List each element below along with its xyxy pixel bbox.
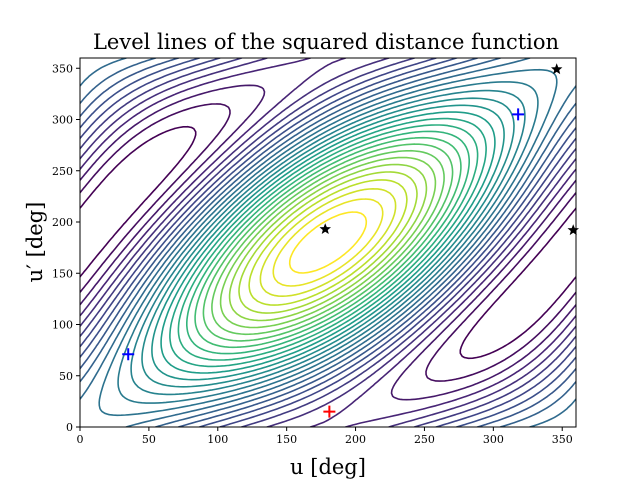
minimum-plus-marker bbox=[122, 348, 135, 361]
contour-level bbox=[228, 163, 428, 322]
y-tick-label: 250 bbox=[52, 165, 73, 178]
maximum-plus-marker bbox=[323, 405, 336, 418]
y-tick-label: 50 bbox=[59, 370, 73, 383]
contour-level bbox=[259, 188, 397, 297]
x-tick-label: 250 bbox=[414, 433, 435, 446]
contour-level bbox=[211, 149, 445, 336]
contour-level bbox=[272, 198, 384, 287]
chart-title: Level lines of the squared distance func… bbox=[93, 30, 559, 54]
x-tick-label: 200 bbox=[345, 433, 366, 446]
plot-frame bbox=[79, 57, 577, 428]
contour-level bbox=[80, 103, 576, 382]
contour-level bbox=[288, 211, 368, 274]
contour-level bbox=[248, 179, 408, 306]
y-tick-label: 350 bbox=[52, 62, 73, 75]
y-tick-label: 150 bbox=[52, 267, 73, 280]
contour-level bbox=[141, 97, 515, 388]
contour-level bbox=[160, 111, 496, 374]
contour-level bbox=[151, 104, 505, 381]
x-tick-label: 100 bbox=[207, 433, 228, 446]
y-tick-label: 0 bbox=[66, 421, 73, 434]
saddle-star-marker bbox=[319, 223, 331, 234]
y-axis-label: u′ [deg] bbox=[23, 202, 47, 283]
contour-level bbox=[80, 58, 576, 427]
y-tick-label: 200 bbox=[52, 216, 73, 229]
contour-level bbox=[177, 124, 479, 361]
saddle-star-marker bbox=[551, 63, 563, 75]
contour-level bbox=[238, 171, 418, 314]
y-tick-label: 300 bbox=[52, 114, 73, 127]
contour-level bbox=[80, 84, 576, 401]
contour-lines bbox=[80, 58, 576, 427]
y-axis-ticks: 0 50 100 150 200 250 300 350 bbox=[52, 62, 80, 434]
contour-level bbox=[202, 143, 454, 342]
critical-point-markers bbox=[122, 63, 579, 418]
x-tick-label: 300 bbox=[483, 433, 504, 446]
minimum-plus-marker bbox=[512, 108, 525, 121]
saddle-star-marker bbox=[567, 224, 579, 236]
x-axis-ticks: 0 50 100 150 200 250 300 350 bbox=[77, 427, 573, 446]
x-tick-label: 0 bbox=[77, 433, 84, 446]
contour-level bbox=[130, 89, 526, 396]
x-tick-label: 350 bbox=[552, 433, 573, 446]
x-tick-label: 150 bbox=[276, 433, 297, 446]
contour-level bbox=[219, 156, 437, 329]
contour-level bbox=[169, 117, 487, 368]
contour-level bbox=[186, 130, 470, 355]
x-tick-label: 50 bbox=[142, 433, 156, 446]
x-axis-label: u [deg] bbox=[290, 455, 366, 479]
contour-level bbox=[98, 68, 558, 417]
contour-level bbox=[194, 136, 462, 349]
contour-level bbox=[80, 125, 576, 360]
y-tick-label: 100 bbox=[52, 319, 73, 332]
contour-level bbox=[117, 81, 539, 404]
